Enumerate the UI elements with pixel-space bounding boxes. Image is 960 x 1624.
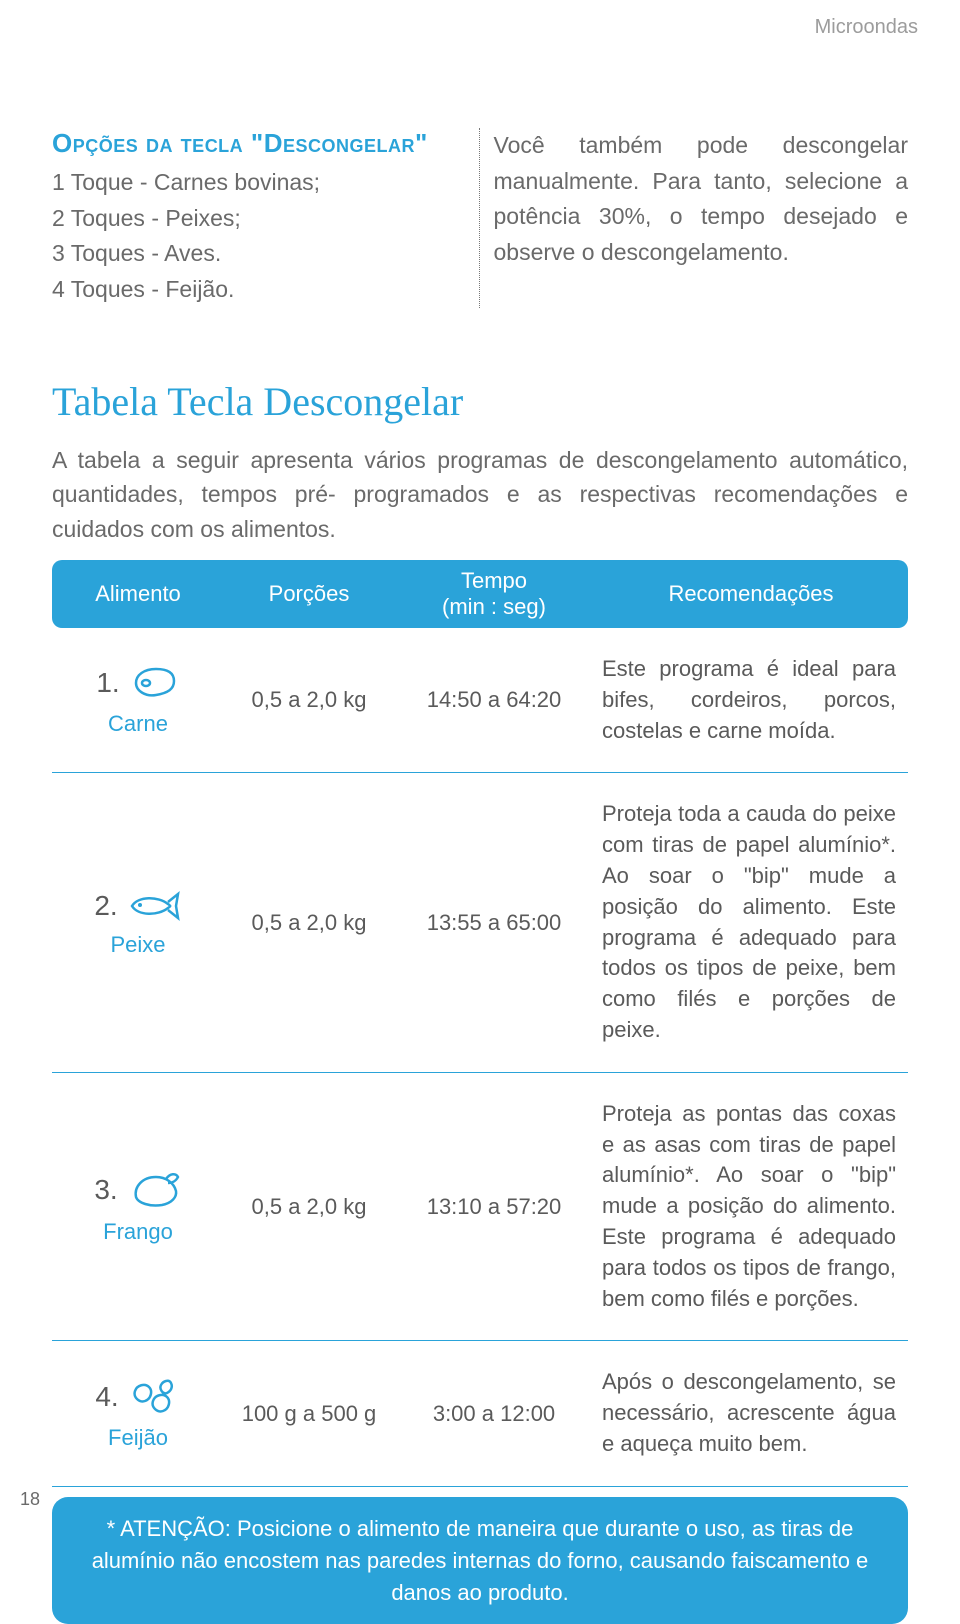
- row-label: Carne: [108, 711, 168, 737]
- table-intro: A tabela a seguir apresenta vários progr…: [52, 443, 908, 547]
- row-recommendation: Proteja toda a cauda do peixe com tiras …: [594, 799, 908, 1045]
- row-time: 3:00 a 12:00: [394, 1401, 594, 1427]
- row-label: Peixe: [110, 932, 165, 958]
- table-title: Tabela Tecla Descongelar: [52, 378, 908, 425]
- options-line: 2 Toques - Peixes;: [52, 201, 467, 237]
- page-number: 18: [20, 1489, 40, 1510]
- row-recommendation: Após o descongelamento, se necessário, a…: [594, 1367, 908, 1459]
- row-recommendation: Este programa é ideal para bifes, cordei…: [594, 654, 908, 746]
- options-left-column: Opções da tecla "Descongelar" 1 Toque - …: [52, 128, 480, 308]
- col-header-time: Tempo (min : seg): [394, 568, 594, 621]
- row-portion: 100 g a 500 g: [224, 1401, 394, 1427]
- col-header-food: Alimento: [52, 581, 224, 607]
- options-title: Opções da tecla "Descongelar": [52, 128, 467, 159]
- options-right-column: Você também pode descongelar manualmente…: [494, 128, 909, 308]
- options-line: 1 Toque - Carnes bovinas;: [52, 165, 467, 201]
- row-label: Frango: [103, 1219, 173, 1245]
- col-header-recommendations: Recomendações: [594, 581, 908, 607]
- row-recommendation: Proteja as pontas das coxas e as asas co…: [594, 1099, 908, 1315]
- row-time: 13:55 a 65:00: [394, 910, 594, 936]
- row-label: Feijão: [108, 1425, 168, 1451]
- chicken-icon: [126, 1169, 182, 1211]
- table-header: Alimento Porções Tempo (min : seg) Recom…: [52, 560, 908, 628]
- row-time: 13:10 a 57:20: [394, 1194, 594, 1220]
- options-line: 3 Toques - Aves.: [52, 236, 467, 272]
- row-number: 3.: [94, 1174, 117, 1206]
- row-portion: 0,5 a 2,0 kg: [224, 687, 394, 713]
- table-row: 2. Peixe 0,5 a 2,0 kg 13:55 a 65:00 Prot…: [52, 773, 908, 1072]
- row-number: 2.: [94, 890, 117, 922]
- options-line: 4 Toques - Feijão.: [52, 272, 467, 308]
- options-section: Opções da tecla "Descongelar" 1 Toque - …: [52, 128, 908, 308]
- row-portion: 0,5 a 2,0 kg: [224, 1194, 394, 1220]
- table-row: 1. Carne 0,5 a 2,0 kg 14:50 a 64:20 Este…: [52, 628, 908, 773]
- row-portion: 0,5 a 2,0 kg: [224, 910, 394, 936]
- table-row: 4. Feijão 100 g a 500 g 3:00 a 12:00 Apó…: [52, 1341, 908, 1486]
- col-header-portions: Porções: [224, 581, 394, 607]
- manual-defrost-text: Você também pode descongelar manualmente…: [494, 128, 909, 271]
- fish-icon: [126, 888, 182, 924]
- beans-icon: [127, 1377, 181, 1417]
- meat-icon: [128, 663, 180, 703]
- row-number: 1.: [96, 667, 119, 699]
- attention-footer: * ATENÇÃO: Posicione o alimento de manei…: [52, 1497, 908, 1624]
- table-row: 3. Frango 0,5 a 2,0 kg 13:10 a 57:20 Pro…: [52, 1073, 908, 1342]
- row-number: 4.: [95, 1381, 118, 1413]
- row-time: 14:50 a 64:20: [394, 687, 594, 713]
- header-product-label: Microondas: [815, 16, 918, 39]
